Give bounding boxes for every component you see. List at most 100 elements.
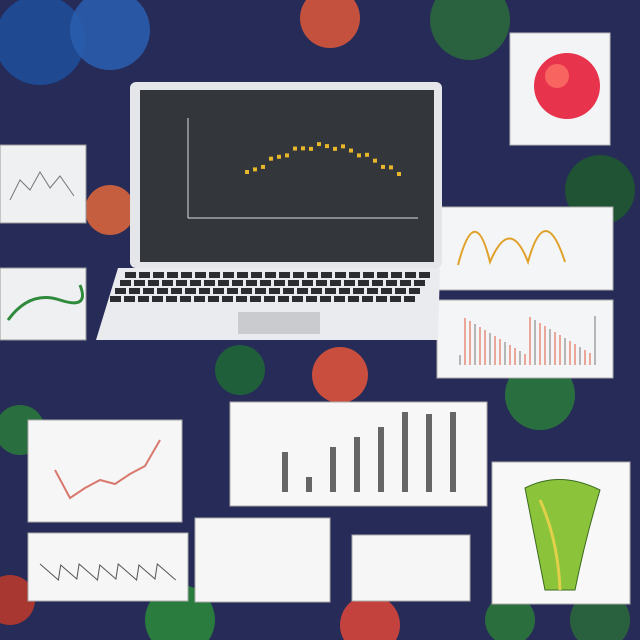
- screen-dot: [381, 164, 385, 169]
- key: [236, 296, 247, 302]
- key: [120, 280, 131, 286]
- key: [395, 288, 406, 294]
- foliage-blob: [0, 575, 35, 625]
- screen-dot: [325, 144, 329, 149]
- key: [110, 296, 121, 302]
- key: [124, 296, 135, 302]
- screen-dots: [245, 142, 401, 176]
- panel: [351, 534, 471, 602]
- key: [348, 296, 359, 302]
- key: [250, 296, 261, 302]
- key: [390, 296, 401, 302]
- key: [138, 296, 149, 302]
- key: [278, 296, 289, 302]
- key: [391, 272, 402, 278]
- key: [115, 288, 126, 294]
- key: [292, 296, 303, 302]
- key: [227, 288, 238, 294]
- screen-dot: [253, 167, 257, 172]
- foliage-blob: [85, 185, 135, 235]
- key: [358, 280, 369, 286]
- key: [320, 296, 331, 302]
- key: [162, 280, 173, 286]
- key: [363, 272, 374, 278]
- key: [148, 280, 159, 286]
- key: [404, 296, 415, 302]
- key: [367, 288, 378, 294]
- curve: [54, 439, 161, 500]
- key: [181, 272, 192, 278]
- key: [251, 272, 262, 278]
- key: [381, 288, 392, 294]
- screen-dot: [245, 170, 249, 174]
- key: [129, 288, 140, 294]
- key: [171, 288, 182, 294]
- screen-dot: [293, 146, 297, 151]
- sketch-bar: [282, 452, 288, 492]
- key: [265, 272, 276, 278]
- screen-dot: [333, 146, 337, 151]
- screen-dot: [373, 158, 377, 163]
- foliage-blob: [215, 345, 265, 395]
- key: [241, 288, 252, 294]
- wave: [39, 563, 177, 581]
- screen-dot: [309, 146, 313, 151]
- panel: [194, 517, 331, 603]
- key: [409, 288, 420, 294]
- key: [400, 280, 411, 286]
- key: [335, 272, 346, 278]
- key: [316, 280, 327, 286]
- key: [279, 272, 290, 278]
- key: [386, 280, 397, 286]
- leaf-vein: [538, 499, 562, 591]
- panel: [27, 532, 189, 602]
- key: [237, 272, 248, 278]
- key: [195, 272, 206, 278]
- key: [246, 280, 257, 286]
- key: [344, 280, 355, 286]
- key: [139, 272, 150, 278]
- bar-sketch: [282, 412, 456, 492]
- key: [157, 288, 168, 294]
- sketch-bar: [450, 412, 456, 492]
- key: [334, 296, 345, 302]
- sketch-bar: [354, 437, 360, 492]
- key: [153, 272, 164, 278]
- key: [306, 296, 317, 302]
- screen-dot: [389, 165, 393, 170]
- key: [372, 280, 383, 286]
- key: [349, 272, 360, 278]
- screen-dot: [285, 153, 289, 158]
- sketch-line: [9, 171, 75, 201]
- key: [143, 288, 154, 294]
- key: [419, 272, 430, 278]
- key: [405, 272, 416, 278]
- key: [125, 272, 136, 278]
- key: [222, 296, 233, 302]
- screen-dot: [341, 144, 345, 149]
- key: [223, 272, 234, 278]
- laptop-screen: [140, 90, 434, 262]
- key: [176, 280, 187, 286]
- screen-dot: [269, 156, 273, 161]
- key: [325, 288, 336, 294]
- key: [311, 288, 322, 294]
- key: [208, 296, 219, 302]
- key: [414, 280, 425, 286]
- sketch-bar: [426, 414, 432, 492]
- key: [213, 288, 224, 294]
- key: [218, 280, 229, 286]
- panel: [0, 144, 87, 224]
- sketch-bar: [378, 427, 384, 492]
- key: [302, 280, 313, 286]
- panel: [436, 299, 614, 379]
- key: [377, 272, 388, 278]
- screen-dot: [301, 146, 305, 151]
- foliage-blob: [312, 347, 368, 403]
- key: [283, 288, 294, 294]
- key: [362, 296, 373, 302]
- key: [199, 288, 210, 294]
- key: [180, 296, 191, 302]
- keyboard: [110, 272, 430, 302]
